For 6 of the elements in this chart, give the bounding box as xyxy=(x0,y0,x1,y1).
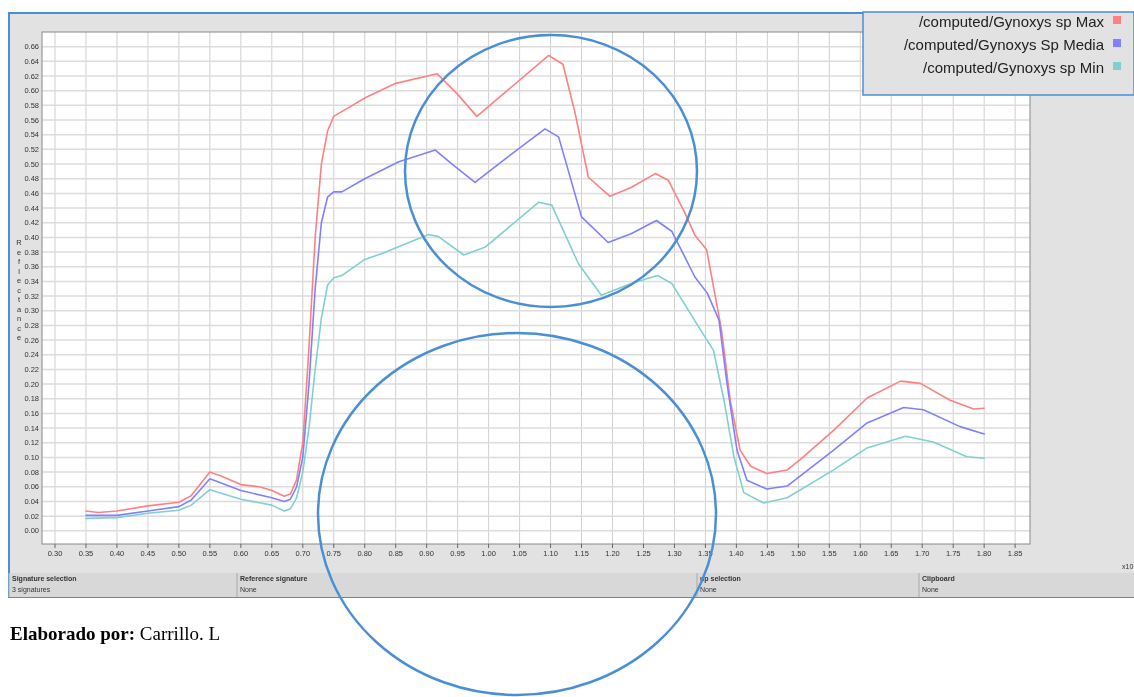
text: Elaborado por: Carrillo. L xyxy=(10,623,221,644)
line-series xyxy=(85,201,985,520)
line-series xyxy=(85,128,985,517)
legend-label: /computed/Gynoxys sp Min xyxy=(923,59,1104,76)
legend-label: /computed/Gynoxys sp Max xyxy=(918,13,1105,30)
legend-label: /computed/Gynoxys Sp Media xyxy=(903,36,1105,53)
